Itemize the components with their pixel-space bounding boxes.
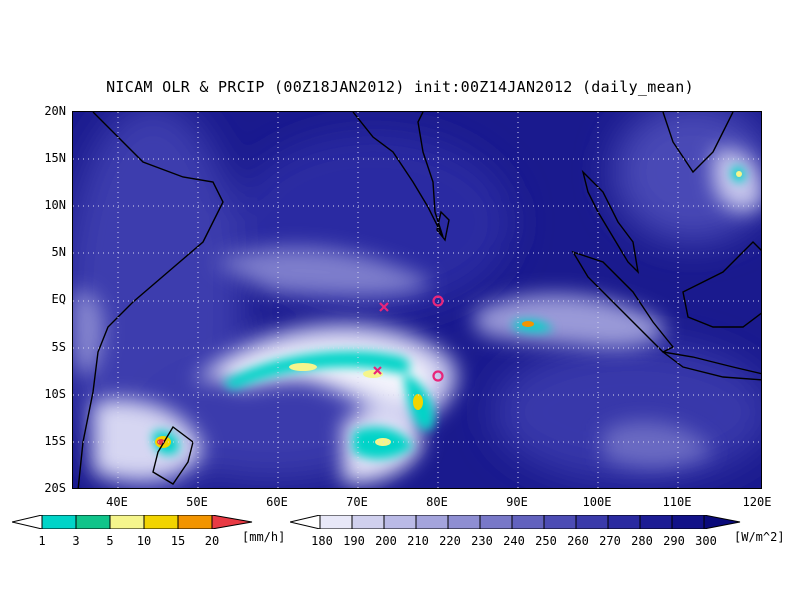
lat-label-15s: 15S [44, 434, 66, 448]
olr-bar-seg-7 [511, 515, 545, 529]
olr-bar-arrow-left [290, 515, 321, 529]
lon-label-40e: 40E [106, 495, 128, 509]
olr-label-290: 290 [663, 534, 685, 548]
marker-x-2 [373, 366, 382, 375]
olr-colorbar [290, 515, 741, 529]
lon-label-60e: 60E [266, 495, 288, 509]
lon-label-80e: 80E [426, 495, 448, 509]
lon-label-90e: 90E [506, 495, 528, 509]
lat-label-10s: 10S [44, 387, 66, 401]
olr-label-270: 270 [599, 534, 621, 548]
lon-label-70e: 70E [346, 495, 368, 509]
olr-bar-seg-9 [575, 515, 609, 529]
olr-label-220: 220 [439, 534, 461, 548]
track-markers [373, 295, 444, 382]
map-title: NICAM OLR & PRCIP (00Z18JAN2012) init:00… [106, 78, 694, 96]
olr-label-230: 230 [471, 534, 493, 548]
lat-label-5n: 5N [51, 245, 66, 259]
precip-bar-seg-2 [75, 515, 111, 529]
precip-bar-seg-3 [109, 515, 145, 529]
olr-precip-map [73, 112, 761, 488]
precip-label-1: 1 [38, 534, 46, 548]
lat-label-20n: 20N [44, 104, 66, 118]
olr-bar-seg-8 [543, 515, 577, 529]
precip-bar-arrow-right [211, 515, 253, 529]
lon-label-110e: 110E [662, 495, 692, 509]
precip-unit: [mm/h] [242, 530, 286, 544]
olr-label-260: 260 [567, 534, 589, 548]
olr-label-210: 210 [407, 534, 429, 548]
precip-label-3: 3 [72, 534, 80, 548]
marker-o-1 [432, 295, 444, 307]
precip-bar-seg-4 [143, 515, 179, 529]
olr-bar-arrow-right [703, 515, 741, 529]
olr-label-190: 190 [343, 534, 365, 548]
lat-label-10n: 10N [44, 198, 66, 212]
olr-bar-seg-3 [383, 515, 417, 529]
lat-label-5s: 5S [51, 340, 66, 354]
lon-label-50e: 50E [186, 495, 208, 509]
olr-bar-seg-10 [607, 515, 641, 529]
olr-bar-seg-2 [351, 515, 385, 529]
precip-bar-seg-5 [177, 515, 213, 529]
precip-label-20: 20 [204, 534, 220, 548]
olr-label-300: 300 [695, 534, 717, 548]
coastlines [77, 112, 761, 488]
olr-unit: [W/m^2] [734, 530, 785, 544]
olr-label-250: 250 [535, 534, 557, 548]
lon-label-120e: 120E [742, 495, 772, 509]
lat-label-20s: 20S [44, 481, 66, 495]
olr-bar-seg-5 [447, 515, 481, 529]
olr-bar-seg-6 [479, 515, 513, 529]
lat-lon-grid [73, 112, 761, 488]
precip-label-10: 10 [136, 534, 152, 548]
marker-x-1 [379, 302, 389, 312]
precip-colorbar [12, 515, 253, 529]
precip-label-15: 15 [170, 534, 186, 548]
olr-bar-seg-1 [319, 515, 353, 529]
olr-bar-seg-12 [671, 515, 705, 529]
map-panel [72, 111, 762, 489]
precip-bar-arrow-left [12, 515, 43, 529]
olr-bar-seg-11 [639, 515, 673, 529]
olr-label-240: 240 [503, 534, 525, 548]
olr-label-280: 280 [631, 534, 653, 548]
lon-label-100e: 100E [582, 495, 612, 509]
precip-bar-seg-1 [41, 515, 77, 529]
olr-label-200: 200 [375, 534, 397, 548]
lat-label-15n: 15N [44, 151, 66, 165]
olr-bar-seg-4 [415, 515, 449, 529]
lat-label-eq: EQ [51, 292, 66, 306]
olr-label-180: 180 [311, 534, 333, 548]
marker-o-2 [432, 370, 444, 382]
precip-label-5: 5 [106, 534, 114, 548]
